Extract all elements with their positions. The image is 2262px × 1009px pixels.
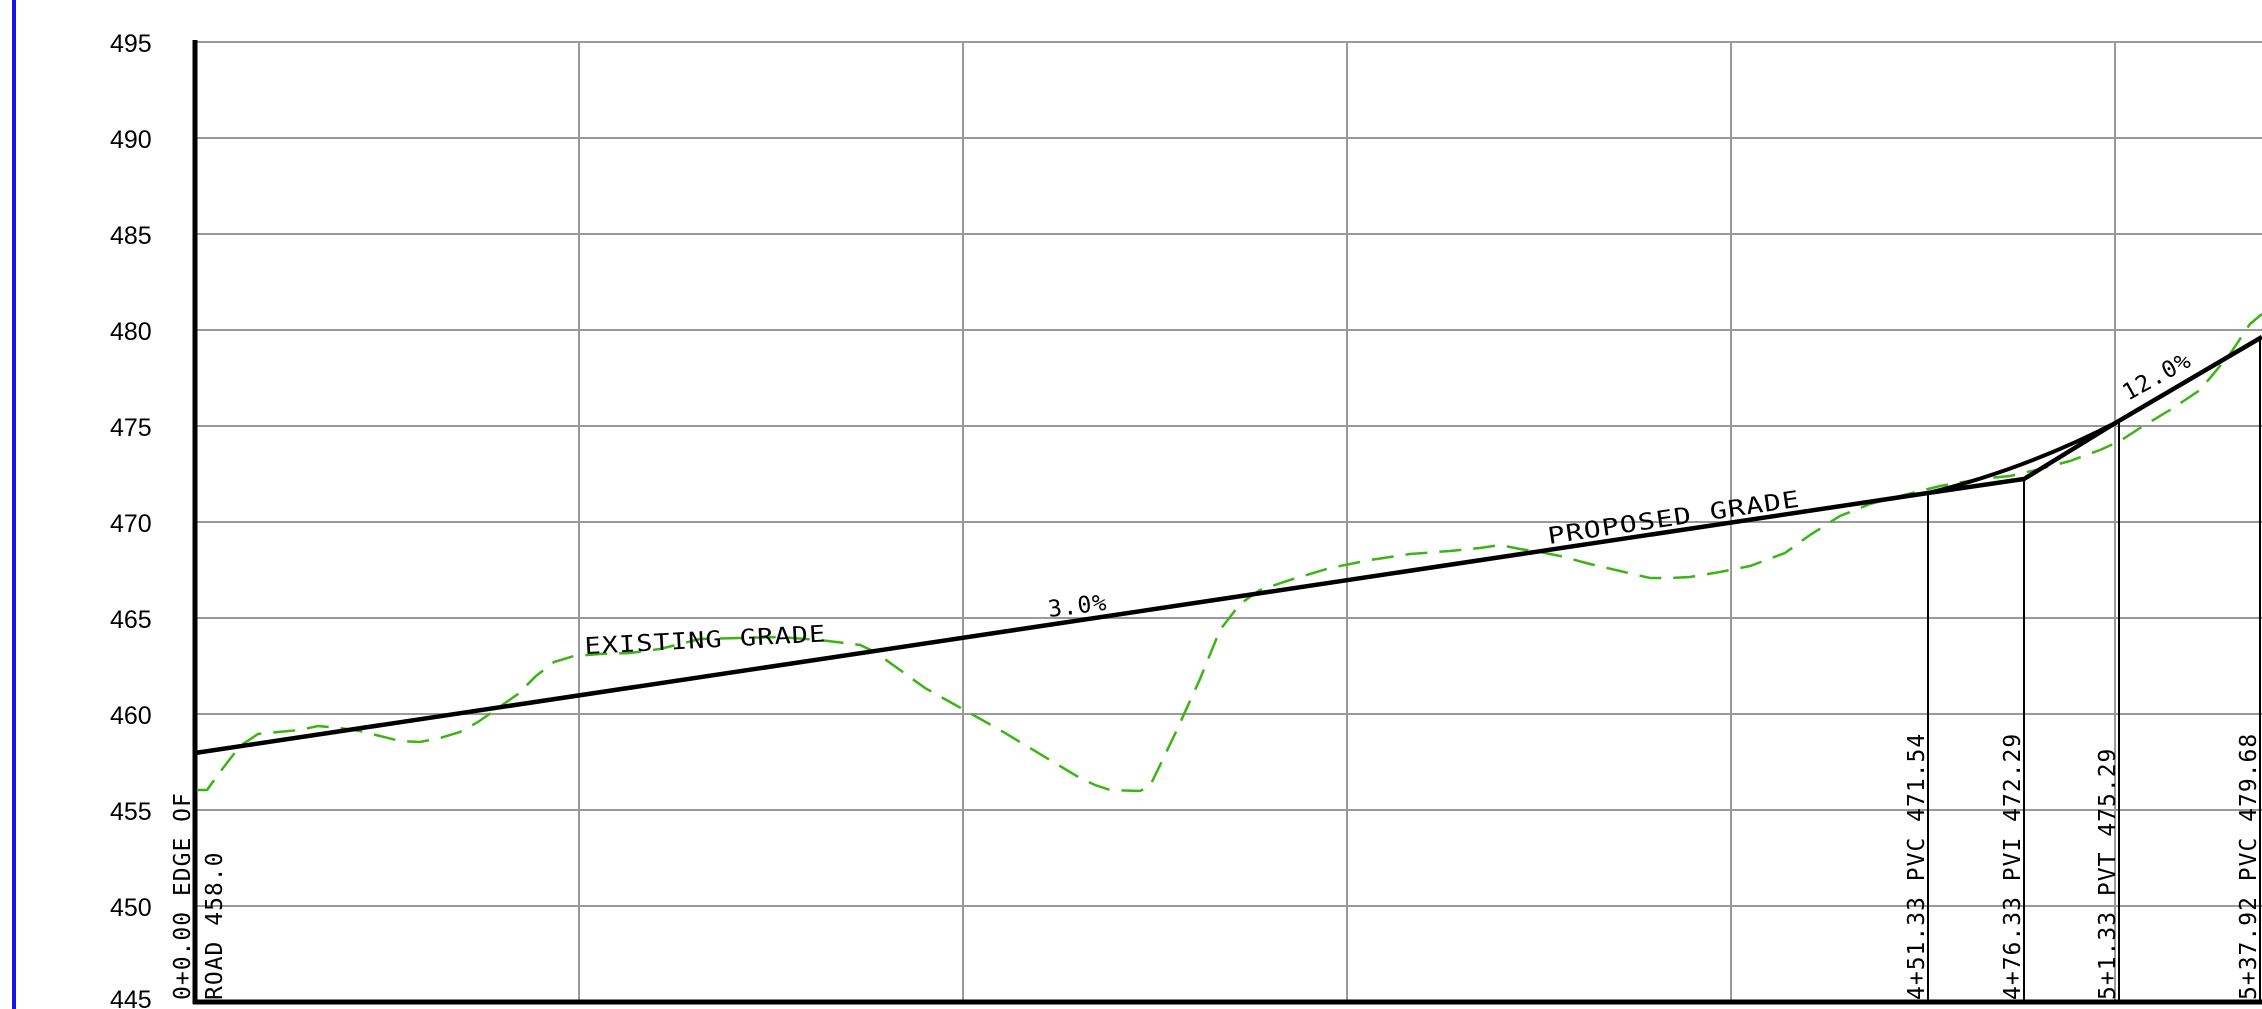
y-tick-label: 470 bbox=[110, 510, 152, 538]
station-leaders bbox=[1927, 337, 2261, 1002]
vertical-curve bbox=[1927, 420, 2118, 495]
start-station-label: 0+0.00 EDGE OF bbox=[170, 792, 196, 1000]
y-tick-label: 460 bbox=[110, 702, 152, 730]
y-tick-label: 495 bbox=[110, 30, 152, 58]
existing-grade-line bbox=[197, 313, 2262, 793]
existing-grade-label: EXISTING GRADE bbox=[584, 621, 827, 660]
pvi-station-label: 4+76.33 PVI 472.29 bbox=[2000, 733, 2026, 1000]
pvt-station-label: 5+1.33 PVT 475.29 bbox=[2095, 748, 2121, 1000]
y-tick-label: 455 bbox=[110, 798, 152, 826]
y-tick-label: 490 bbox=[110, 126, 152, 154]
y-tick-label: 475 bbox=[110, 414, 152, 442]
grid bbox=[195, 41, 2262, 1002]
y-tick-label: 485 bbox=[110, 222, 152, 250]
pvc1-station-label: 4+51.33 PVC 471.54 bbox=[1904, 733, 1930, 1000]
y-tick-label: 465 bbox=[110, 606, 152, 634]
y-tick-label: 445 bbox=[110, 986, 152, 1009]
y-tick-label: 450 bbox=[110, 894, 152, 922]
y-tick-label: 480 bbox=[110, 318, 152, 346]
start-elevation-label: ROAD 458.0 bbox=[202, 852, 228, 1000]
pvc2-station-label: 5+37.92 PVC 479.68 bbox=[2236, 733, 2262, 1000]
y-tick-labels: 495 490 485 480 475 470 465 460 455 450 … bbox=[110, 30, 152, 1009]
proposed-grade-line bbox=[194, 335, 2262, 756]
